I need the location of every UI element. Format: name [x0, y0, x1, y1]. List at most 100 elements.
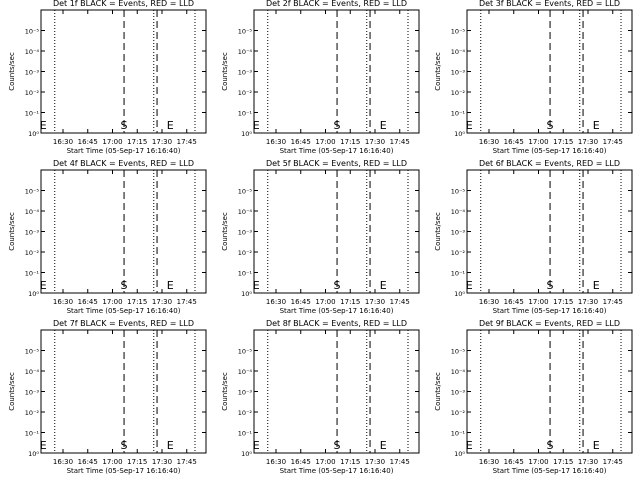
y-tick-label: 10⁻⁴ [238, 48, 253, 56]
y-tick-label: 10⁻³ [238, 229, 253, 237]
plot-title: Det 4f BLACK = Events, RED = LLD [53, 159, 194, 168]
plot-frame [253, 329, 420, 454]
detector-plot-9: Det 9f BLACK = Events, RED = LLD 10⁰ 10⁻¹ 1… [434, 319, 633, 475]
y-tick-label: 10⁻² [25, 409, 40, 417]
y-tick-label: 10⁻¹ [238, 110, 253, 118]
x-tick-label: 16:45 [504, 298, 524, 306]
x-tick-label: 17:45 [177, 298, 197, 306]
y-tick-label: 10⁻⁴ [238, 208, 253, 216]
y-tick-label: 10⁰ [454, 290, 465, 298]
y-tick-label: 10⁻³ [25, 229, 40, 237]
x-tick-label: 16:30 [479, 298, 499, 306]
x-tick-label: 16:45 [504, 138, 524, 146]
y-tick-label: 10⁻⁵ [238, 348, 253, 356]
y-axis-label: Counts/sec [8, 372, 16, 411]
x-tick-label: 16:30 [53, 138, 73, 146]
y-tick-label: 10⁻⁵ [25, 348, 40, 356]
y-tick-label: 10⁻⁴ [25, 368, 40, 376]
plot-frame [40, 169, 207, 294]
x-tick-label: 16:30 [266, 458, 286, 466]
y-tick-label: 10⁻³ [238, 69, 253, 77]
x-axis-label: Start Time (05-Sep-17 16:16:40) [67, 147, 181, 155]
x-tick-label: 16:30 [53, 458, 73, 466]
y-tick-label: 10⁻⁴ [451, 48, 466, 56]
x-tick-label: 17:30 [152, 458, 172, 466]
plot-frame [466, 9, 633, 134]
marker-e: E [253, 279, 260, 292]
y-tick-label: 10⁻³ [25, 389, 40, 397]
x-axis-label: Start Time (05-Sep-17 16:16:40) [67, 467, 181, 475]
x-tick-label: 17:45 [603, 298, 623, 306]
x-tick-label: 17:15 [340, 138, 360, 146]
marker-e: E [40, 279, 47, 292]
y-tick-label: 10⁻¹ [25, 430, 40, 438]
plot-title: Det 6f BLACK = Events, RED = LLD [479, 159, 620, 168]
x-tick-label: 16:30 [266, 138, 286, 146]
marker-s: S [334, 119, 341, 132]
marker-e: E [466, 119, 473, 132]
plot-title: Det 5f BLACK = Events, RED = LLD [266, 159, 407, 168]
x-tick-label: 16:45 [78, 458, 98, 466]
y-axis-label: Counts/sec [434, 52, 442, 91]
marker-e: E [167, 119, 174, 132]
x-tick-label: 17:00 [315, 138, 335, 146]
y-tick-label: 10⁻² [451, 89, 466, 97]
marker-s: S [547, 439, 554, 452]
plot-frame [466, 329, 633, 454]
y-tick-label: 10⁻¹ [451, 270, 466, 278]
marker-e: E [380, 279, 387, 292]
y-tick-label: 10⁻² [238, 409, 253, 417]
y-tick-label: 10⁰ [454, 450, 465, 458]
x-tick-label: 17:00 [315, 298, 335, 306]
x-tick-label: 17:30 [365, 138, 385, 146]
x-tick-label: 16:45 [78, 138, 98, 146]
y-tick-label: 10⁻⁵ [451, 348, 466, 356]
x-tick-label: 17:30 [578, 298, 598, 306]
x-tick-label: 16:30 [266, 298, 286, 306]
y-tick-label: 10⁻⁵ [25, 28, 40, 36]
marker-s: S [334, 439, 341, 452]
y-tick-label: 10⁻² [451, 249, 466, 257]
y-tick-label: 10⁻³ [25, 69, 40, 77]
y-tick-label: 10⁻² [238, 249, 253, 257]
y-tick-label: 10⁰ [241, 130, 252, 138]
plot-title: Det 3f BLACK = Events, RED = LLD [479, 0, 620, 8]
detector-plot-7: Det 7f BLACK = Events, RED = LLD 10⁰ 10⁻¹ 1… [8, 319, 207, 475]
y-tick-label: 10⁻² [238, 89, 253, 97]
x-axis-label: Start Time (05-Sep-17 16:16:40) [67, 307, 181, 315]
y-tick-label: 10⁻³ [451, 69, 466, 77]
marker-e: E [380, 119, 387, 132]
x-axis-label: Start Time (05-Sep-17 16:16:40) [280, 307, 394, 315]
x-tick-label: 16:30 [479, 138, 499, 146]
plot-title: Det 2f BLACK = Events, RED = LLD [266, 0, 407, 8]
x-tick-label: 17:15 [127, 458, 147, 466]
marker-s: S [547, 119, 554, 132]
y-tick-label: 10⁰ [241, 450, 252, 458]
x-tick-label: 17:00 [528, 298, 548, 306]
x-tick-label: 16:45 [291, 138, 311, 146]
y-tick-label: 10⁻³ [451, 389, 466, 397]
x-tick-label: 17:30 [152, 298, 172, 306]
y-axis-label: Counts/sec [8, 52, 16, 91]
x-tick-label: 17:00 [102, 298, 122, 306]
x-tick-label: 17:45 [390, 138, 410, 146]
marker-s: S [121, 439, 128, 452]
x-tick-label: 17:45 [390, 298, 410, 306]
plot-frame [40, 329, 207, 454]
marker-s: S [334, 279, 341, 292]
y-tick-label: 10⁻⁵ [25, 188, 40, 196]
x-tick-label: 17:00 [528, 138, 548, 146]
x-tick-label: 16:30 [479, 458, 499, 466]
y-tick-label: 10⁻⁵ [238, 28, 253, 36]
detector-plot-3: Det 3f BLACK = Events, RED = LLD 10⁰ 10⁻¹ 1… [434, 0, 633, 155]
y-axis-label: Counts/sec [434, 212, 442, 251]
x-tick-label: 17:45 [177, 138, 197, 146]
x-axis-label: Start Time (05-Sep-17 16:16:40) [280, 467, 394, 475]
marker-e: E [253, 119, 260, 132]
y-tick-label: 10⁻¹ [25, 110, 40, 118]
y-tick-label: 10⁻⁴ [25, 208, 40, 216]
y-tick-label: 10⁻⁴ [238, 368, 253, 376]
x-tick-label: 17:30 [365, 458, 385, 466]
marker-e: E [167, 279, 174, 292]
detector-plot-5: Det 5f BLACK = Events, RED = LLD 10⁰ 10⁻¹ 1… [221, 159, 420, 315]
